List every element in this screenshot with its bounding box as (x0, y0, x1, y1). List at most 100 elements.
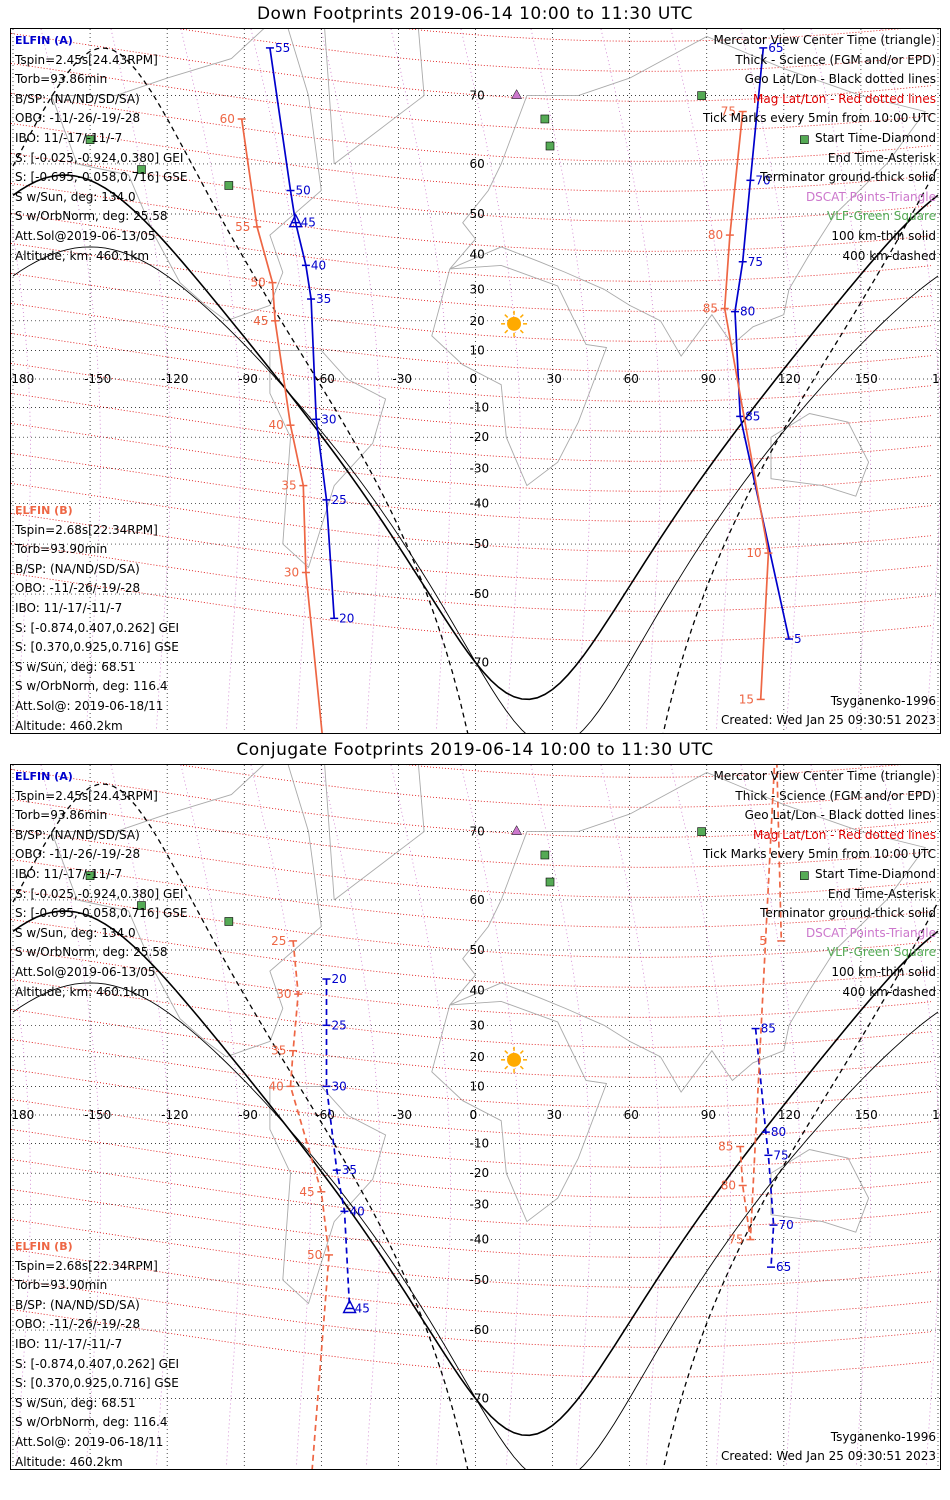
lon-tick-label: -30 (392, 372, 412, 386)
lon-tick-label: 30 (547, 372, 562, 386)
mag-lon-line (390, 29, 451, 730)
legend-line: Mercator View Center Time (triangle) (713, 33, 936, 47)
dscat-triangle-icon (511, 89, 523, 99)
info-line: S w/OrbNorm, deg: 116.4 (15, 1415, 168, 1430)
info-line: OBO: -11/-26/-19/-28 (15, 847, 141, 862)
legend-line: 100 km-thin solid (831, 228, 936, 243)
track-tick-label: 65 (776, 1260, 791, 1274)
lon-tick-label: 90 (701, 1108, 716, 1122)
elfin-b-info: ELFIN (B) Tspin=2.68s[22.34RPM] Torb=93.… (15, 1237, 180, 1469)
legend-line: Mag Lat/Lon - Red dotted lines (752, 91, 936, 106)
lat-tick-label: -70 (470, 1391, 490, 1405)
footer: Tsyganenko-1996 Created: Wed Jan 25 09:3… (721, 1428, 936, 1467)
mag-lat-line (11, 213, 932, 282)
mag-lat-line (11, 393, 932, 462)
lat-tick-label: -40 (470, 497, 490, 511)
lat-tick-label: -50 (470, 537, 490, 551)
mag-lon-line (880, 765, 940, 1466)
lat-tick-label: -60 (470, 587, 490, 601)
lat-tick-label: -40 (470, 1233, 490, 1247)
sun-icon (507, 316, 522, 331)
mag-lat-line (11, 33, 932, 102)
mag-lat-line (11, 859, 932, 928)
lat-tick-label: 30 (470, 282, 485, 296)
mag-lon-line (40, 29, 101, 730)
vlf-square-icon (697, 91, 706, 100)
track-tick-label: 40 (269, 1079, 284, 1093)
mag-lat-line (11, 543, 932, 612)
mag-lat-line (11, 333, 932, 402)
info-line: S w/OrbNorm, deg: 25.58 (15, 209, 168, 224)
mag-lon-line (810, 29, 871, 730)
sun-ray (519, 314, 524, 318)
mag-lat-line (11, 513, 932, 582)
info-line: Torb=93.86min (15, 72, 108, 87)
lon-tick-label: -180 (11, 372, 34, 386)
mag-lon-line (740, 29, 801, 730)
legend-line: 400 km-dashed (842, 984, 936, 999)
track-tick-label: 75 (748, 255, 763, 269)
info-line: IBO: 11/-17/-11/-7 (15, 600, 123, 615)
mag-lat-line (11, 799, 932, 868)
mag-lon-line (110, 765, 171, 1466)
mag-lon-line (670, 29, 731, 730)
coastline (324, 765, 425, 901)
top-panel-title: Down Footprints 2019-06-14 10:00 to 11:3… (256, 4, 694, 24)
vlf-square-icon (540, 850, 550, 860)
mag-lat-line (11, 1189, 932, 1258)
mag-lon-line (530, 765, 591, 1466)
coastline (770, 1149, 870, 1233)
mag-lat-line (11, 1129, 932, 1198)
info-line: Tspin=2.45s[24.43RPM] (15, 52, 158, 67)
legend-line: 400 km-dashed (842, 248, 936, 263)
track-tick-label: 65 (768, 41, 783, 55)
legend-line: End Time-Asterisk (827, 886, 936, 901)
legend-line: End Time-Asterisk (827, 150, 936, 165)
elfin-a-info: ELFIN (A) Tspin=2.45s[24.43RPM] Torb=93.… (15, 767, 188, 1002)
mag-lat-line (11, 1279, 932, 1348)
info-line: OBO: -11/-26/-19/-28 (15, 581, 141, 596)
elfin-a-track-east (754, 1028, 775, 1268)
info-line: S: [-0.025,-0.924,0.380] GEI (15, 150, 184, 165)
map-canvas: -180 -150 -120 -90 -60 -30 0 30 60 90 120 150 180 70 6… (11, 29, 940, 733)
track-tick-label: 80 (771, 1125, 786, 1139)
lat-tick-label: 30 (470, 1018, 485, 1032)
legend-line: Geo Lat/Lon - Black dotted lines (744, 72, 936, 87)
mag-lon-line (880, 29, 940, 730)
mag-lat-line (11, 1309, 932, 1378)
vlf-square-icon (545, 141, 555, 151)
lon-tick-label: 120 (778, 1108, 801, 1122)
info-line: S: [-0.874,0.407,0.262] GEI (15, 1356, 180, 1371)
mag-lon-line (40, 765, 101, 1466)
mag-lat-line (11, 1039, 932, 1108)
mag-lat-line (11, 1219, 932, 1288)
coastline (324, 29, 425, 165)
track-tick-label: 85 (761, 1022, 776, 1036)
mag-lat-line (11, 1159, 932, 1228)
dscat-triangle-icon (511, 825, 523, 835)
legend-line: Terminator ground-thick solid (760, 170, 936, 185)
lat-tick-label: 0 (470, 1108, 478, 1122)
lon-tick-label: -60 (315, 372, 335, 386)
elfin-b-label: ELFIN (B) (15, 1240, 73, 1253)
track-tick-label: 55 (235, 220, 250, 234)
lon-tick-label: 180 (932, 1108, 940, 1122)
lon-tick-label: 30 (547, 1108, 562, 1122)
info-line: Tspin=2.68s[22.34RPM] (15, 1258, 158, 1273)
info-line: IBO: 11/-17/-11/-7 (15, 866, 123, 881)
track-tick-label: 30 (284, 566, 299, 580)
sun-ray (504, 1065, 509, 1070)
info-line: S: [-0.695,-0.058,0.716] GSE (15, 906, 188, 921)
mag-lat-line (11, 453, 932, 522)
track-tick-label: 85 (703, 302, 718, 316)
coastline (269, 1085, 387, 1305)
vlf-square-icon (224, 917, 234, 926)
mag-lat-line (11, 123, 932, 192)
vlf-square-icon (800, 135, 809, 144)
created-label: Created: Wed Jan 25 09:30:51 2023 (721, 1449, 936, 1464)
mag-lon-line (11, 218, 31, 730)
info-line: Altitude: 460.2km (15, 1454, 123, 1469)
track-tick-label: 25 (331, 1018, 346, 1032)
track-tick-label: 35 (271, 1044, 286, 1058)
track-tick-label: 25 (331, 493, 346, 507)
